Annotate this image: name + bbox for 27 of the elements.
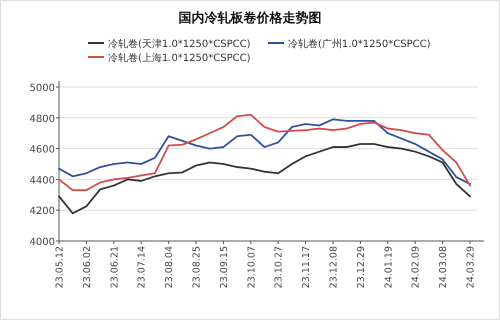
legend-label: 冷轧卷(天津1.0*1250*CSPCC) bbox=[108, 38, 251, 50]
chart-title: 国内冷轧板卷价格走势图 bbox=[178, 10, 322, 26]
y-tick-label: 4800 bbox=[30, 114, 55, 125]
x-tick-label: 23.08.04 bbox=[164, 246, 176, 288]
x-tick-label: 23.10.07 bbox=[246, 246, 258, 288]
x-tick-label: 23.09.15 bbox=[218, 246, 230, 288]
y-tick-label: 4600 bbox=[30, 144, 55, 156]
x-tick-label: 23.06.21 bbox=[109, 246, 120, 288]
x-tick-label: 23.10.27 bbox=[274, 246, 285, 288]
y-tick-label: 4400 bbox=[30, 175, 55, 186]
x-tick-label: 24.03.08 bbox=[438, 246, 450, 288]
x-tick-label: 24.03.29 bbox=[466, 246, 476, 288]
x-tick-label: 24.01.19 bbox=[383, 246, 394, 288]
x-tick-label: 23.08.25 bbox=[192, 246, 202, 288]
x-tick-label: 23.12.29 bbox=[356, 246, 367, 288]
legend-label: 冷轧卷(广州1.0*1250*CSPCC) bbox=[288, 38, 431, 50]
x-tick-label: 24.02.09 bbox=[410, 246, 422, 288]
x-tick-label: 23.07.14 bbox=[136, 246, 148, 288]
line-series bbox=[58, 143, 471, 214]
x-tick-label: 23.06.02 bbox=[82, 246, 93, 288]
legend-label: 冷轧卷(上海1.0*1250*CSPCC) bbox=[108, 52, 251, 64]
x-tick-label: 23.12.08 bbox=[328, 246, 340, 288]
y-tick-label: 5000 bbox=[30, 83, 55, 94]
y-tick-label: 4000 bbox=[30, 237, 55, 248]
x-tick-label: 23.11.17 bbox=[301, 246, 312, 288]
x-tick-label: 23.05.12 bbox=[54, 246, 66, 288]
y-tick-label: 4200 bbox=[30, 206, 55, 218]
